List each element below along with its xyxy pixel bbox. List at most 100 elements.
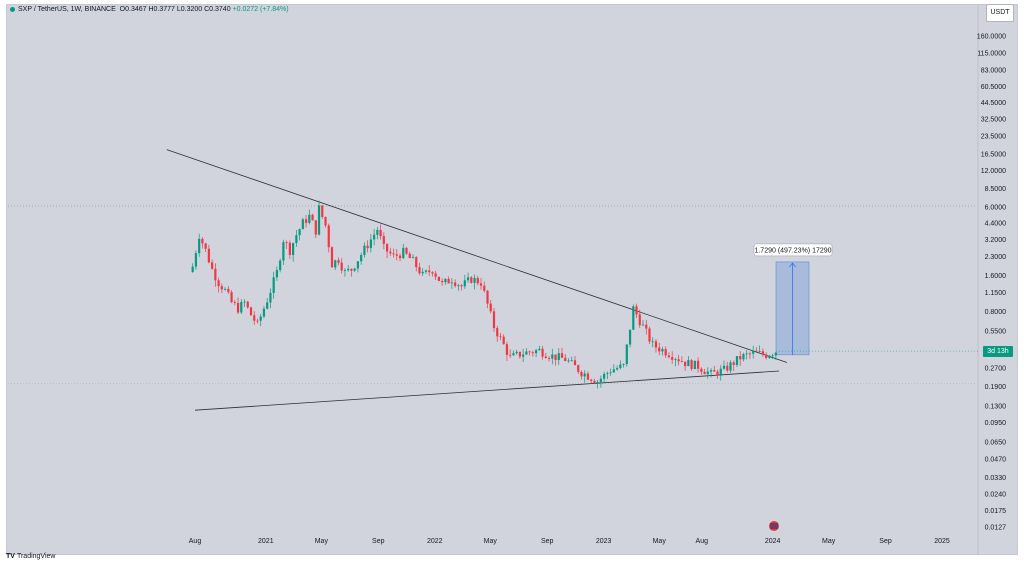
candle-body [674,359,677,361]
brand-label: TradingView [16,553,56,560]
candle-body [431,272,434,274]
candle-body [768,355,771,358]
y-tick-label: 32.5000 [981,116,1006,123]
candle-body [321,205,324,217]
candle-body [541,348,544,357]
candle-body [369,239,372,249]
candle-body [347,268,350,271]
candle-body [437,276,441,281]
candle-body [706,371,709,375]
x-tick-label: May [653,538,667,545]
candle-body [373,234,376,240]
candles [191,200,777,389]
candle-body [696,360,700,369]
candle-body [230,292,233,303]
candle-body [470,277,473,283]
candle-body [266,302,269,309]
candle-body [716,371,719,376]
candle-body [774,352,777,356]
candle-body [262,308,266,317]
candle-body [761,351,764,355]
trendline [166,149,788,363]
x-tick-label: 2021 [258,538,274,545]
candle-body [622,364,625,365]
candle-body [603,373,606,379]
symbol-header: SXP / TetherUS, 1W, BINANCE O0.3467 H0.3… [10,6,289,13]
candle-body [353,268,356,271]
candle-body [463,280,466,287]
candle-body [684,361,687,367]
candle-body [279,260,282,271]
x-tick-label: May [315,538,329,545]
candle-body [360,254,363,262]
candle-body [667,355,671,358]
candle-body [748,353,752,355]
y-axis: 160.0000 115.0000 83.0000 60.5000 44.5000 32.… [977,34,1006,532]
candle-body [198,238,201,254]
candle-body [551,354,554,359]
candle-body [557,353,560,361]
x-tick-label: 2022 [427,538,443,545]
ohlc-values: O0.3467 H0.3777 L0.3200 C0.3740 [119,6,231,13]
candle-body [343,270,347,271]
measure-label-box [753,243,833,257]
y-tick-label: 0.2700 [985,366,1007,373]
currency-button[interactable]: USDT [986,4,1014,22]
candle-body [301,219,304,230]
candle-body [499,336,502,338]
candle-body [227,288,230,293]
candle-body [298,229,301,236]
chart-frame[interactable] [6,4,1018,555]
candle-body [392,253,395,255]
candle-body [233,302,236,304]
candle-body [236,303,240,313]
y-tick-label: 0.0175 [985,508,1007,515]
candle-body [661,349,664,352]
tradingview-icon: TV [6,553,15,560]
candle-body [758,351,761,352]
candle-body [732,362,735,365]
candle-body [292,243,295,256]
candle-body [311,214,314,221]
candle-body [492,311,496,329]
y-tick-label: 16.5000 [981,152,1006,159]
x-tick-label: 2024 [765,538,781,545]
candle-body [525,351,528,355]
candle-body [434,273,437,277]
candle-body [687,360,690,367]
candle-body [317,205,321,235]
candle-body [742,354,745,360]
candle-body [408,253,411,259]
candle-body [415,257,418,268]
tradingview-logo: TV TradingView [6,553,55,560]
candle-body [554,354,557,361]
candle-body [606,373,609,374]
candle-body [745,353,748,355]
candle-body [457,285,460,287]
y-tick-label: 1.1500 [985,290,1007,297]
y-tick-label: 2.3000 [985,254,1007,261]
x-axis: Aug 2021 May Sep 2022 May Sep 2023 May Aug 2024 May… [189,538,950,545]
candle-body [547,358,551,359]
x-tick-label: Sep [541,538,554,545]
y-tick-label: 60.5000 [981,84,1006,91]
candle-body [253,315,256,321]
candle-body [677,359,680,362]
candle-body [473,277,476,283]
candle-body [201,238,204,244]
x-tick-label: 2025 [934,538,950,545]
candle-body [645,324,648,329]
y-tick-label: 1.6000 [985,273,1007,280]
y-tick-label: 115.0000 [977,51,1006,58]
candle-body [402,247,405,259]
candle-body [596,381,599,384]
y-tick-label: 160.0000 [977,34,1006,41]
candle-body [755,350,758,352]
candle-body [207,248,210,263]
y-tick-label: 0.0950 [985,420,1007,427]
candle-body [496,328,499,337]
candle-body [641,324,645,326]
trendline [194,370,780,411]
candle-body [560,353,564,358]
